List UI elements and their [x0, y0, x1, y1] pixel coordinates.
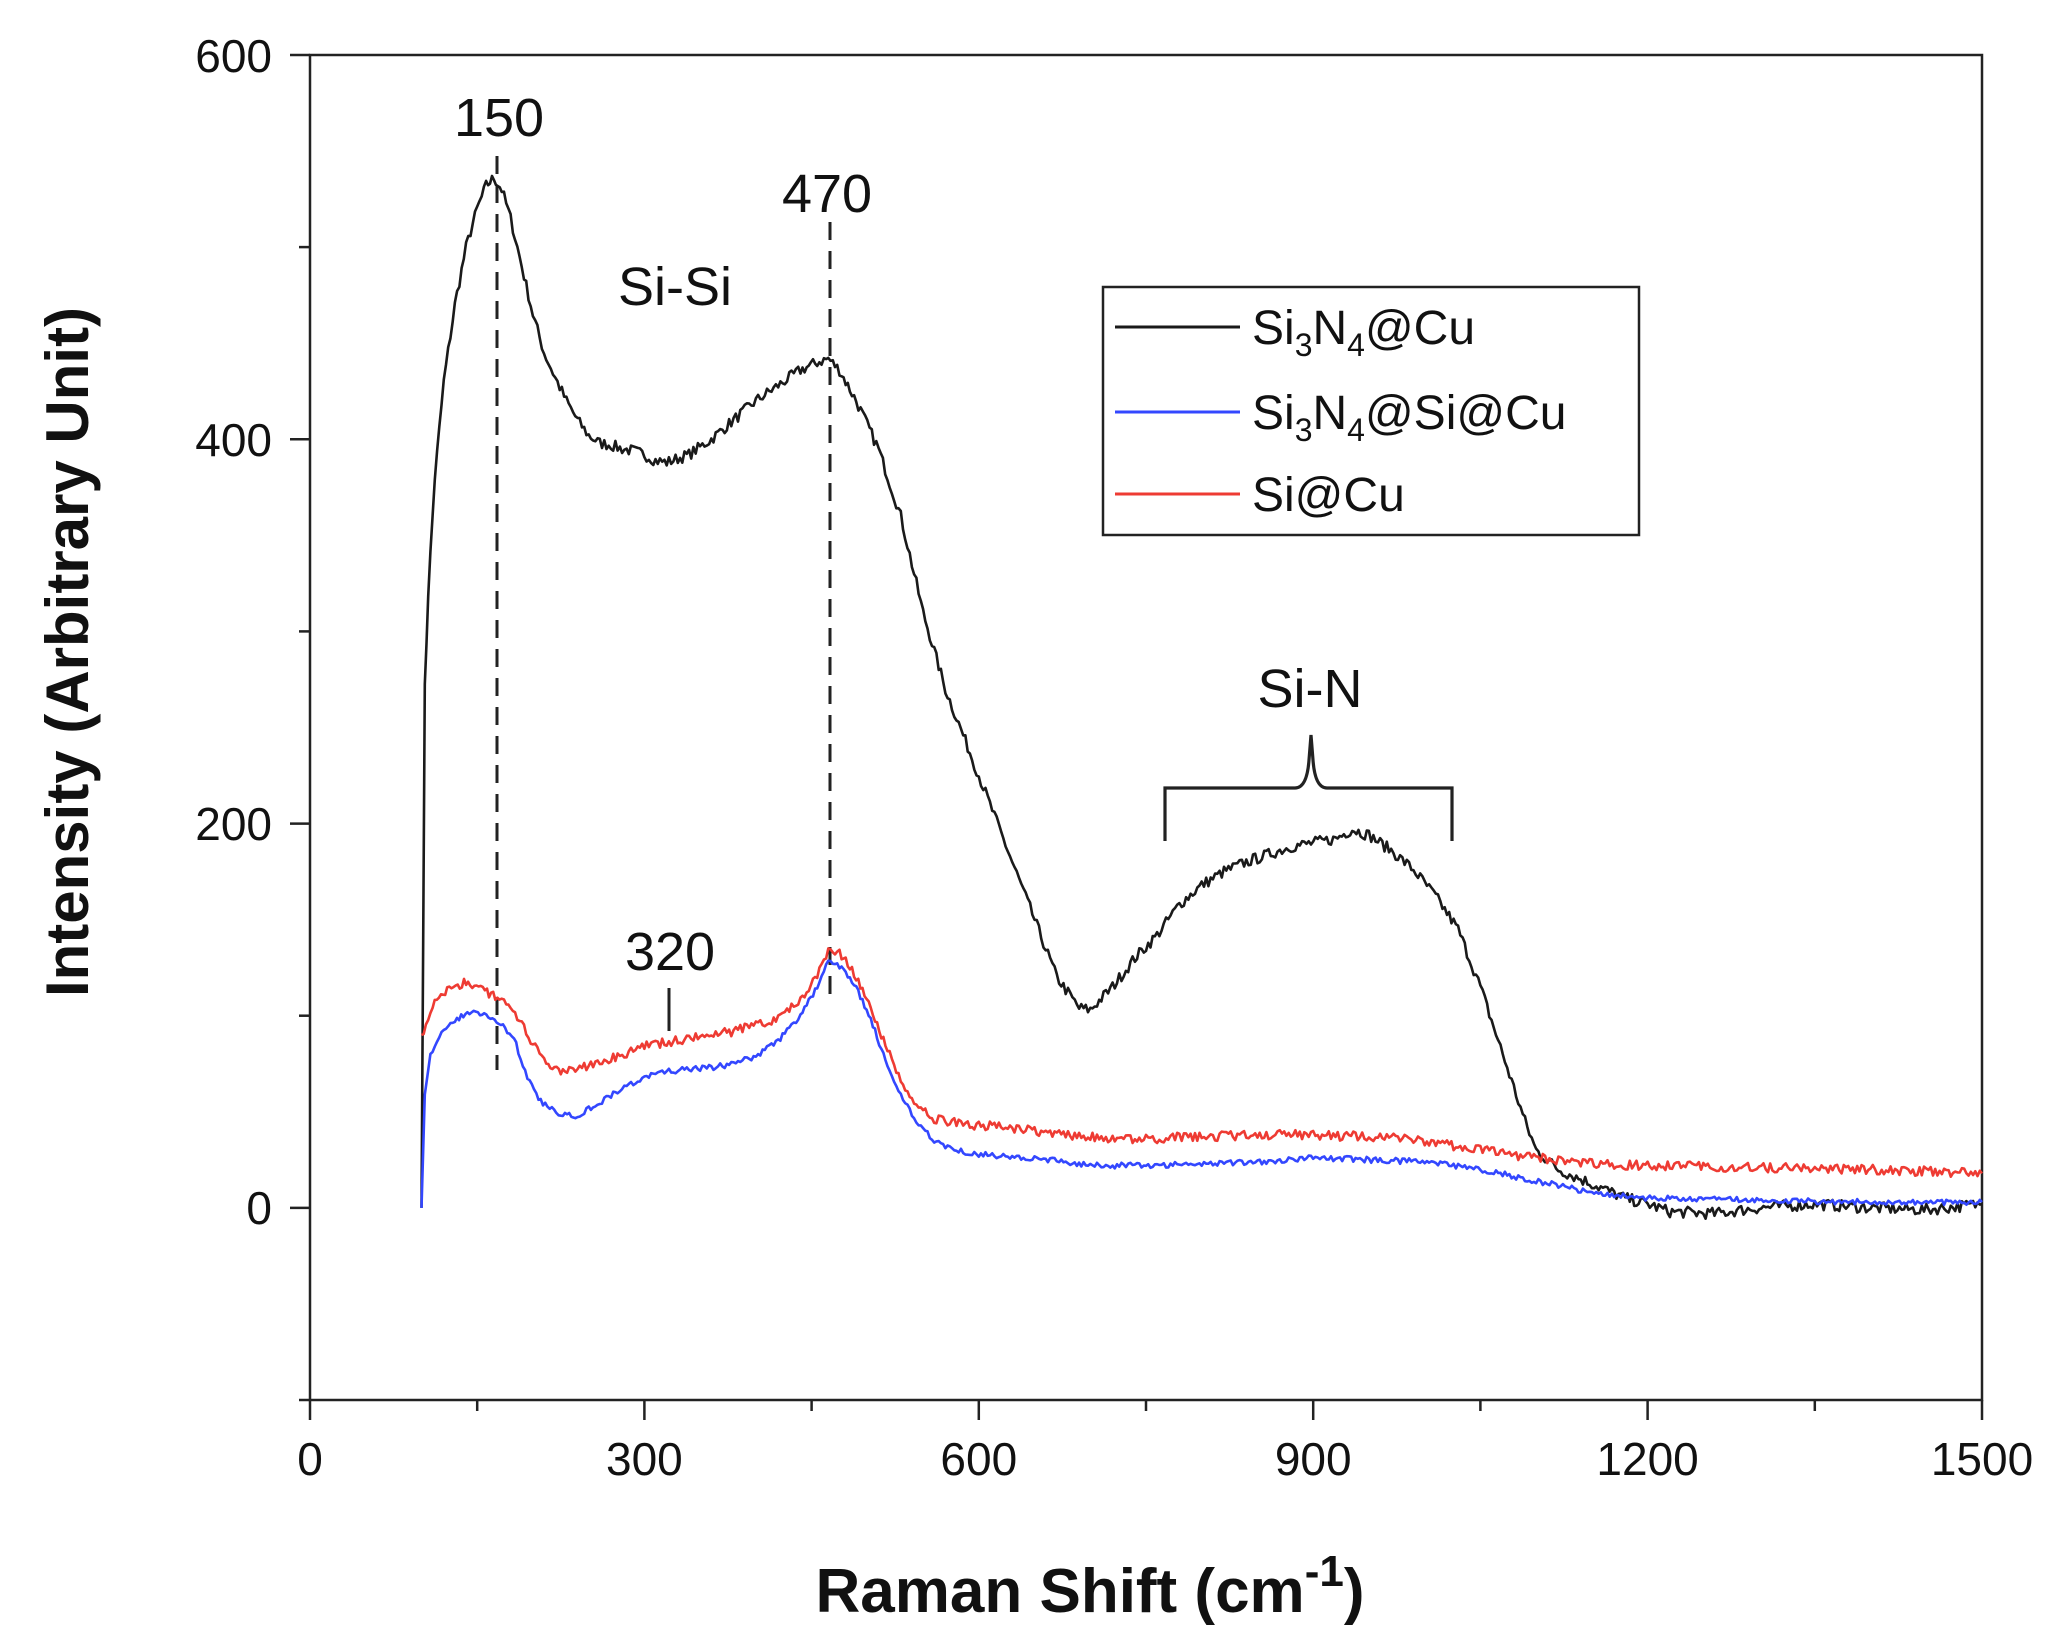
legend-label-si3n4-cu: Si3N4@Cu	[1252, 302, 1475, 363]
legend-label-part: N	[1312, 302, 1347, 355]
annotation-320: 320	[625, 922, 715, 982]
series-line-si3n4-si-cu	[420, 959, 1983, 1208]
annotation-470: 470	[782, 164, 872, 224]
x-axis-title: Raman Shift (cm-1)	[816, 1547, 1365, 1626]
series-group	[420, 174, 1983, 1220]
legend-label-sub: 3	[1295, 412, 1313, 448]
y-tick-labels: 0 200 400 600	[195, 30, 272, 1234]
annotation-si-n: Si-N	[1258, 659, 1363, 719]
x-tick-label: 300	[606, 1433, 683, 1485]
legend-label-sub: 3	[1295, 327, 1313, 363]
legend-label-sub: 4	[1347, 412, 1365, 448]
x-tick-label: 900	[1275, 1433, 1352, 1485]
y-axis-ticks	[290, 53, 310, 1402]
legend-label-part: @Si@Cu	[1365, 387, 1567, 440]
legend: Si3N4@Cu Si3N4@Si@Cu Si@Cu	[1101, 285, 1641, 537]
x-axis-ticks	[308, 1400, 1984, 1420]
legend-label-part: Si	[1252, 302, 1295, 355]
y-tick-label: 0	[246, 1182, 272, 1234]
legend-label-si3n4-si-cu: Si3N4@Si@Cu	[1252, 387, 1566, 448]
x-axis-title-sup: -1	[1305, 1547, 1344, 1596]
y-tick-label: 600	[195, 30, 272, 82]
x-tick-label: 1200	[1596, 1433, 1698, 1485]
annotation-150: 150	[454, 88, 544, 148]
x-axis-title-main: Raman Shift (cm	[816, 1557, 1305, 1626]
y-tick-label: 400	[195, 414, 272, 466]
x-tick-label: 1500	[1931, 1433, 2033, 1485]
legend-label-part: Si	[1252, 387, 1295, 440]
annotation-si-si: Si-Si	[618, 257, 732, 317]
legend-label-part: @Cu	[1365, 302, 1475, 355]
legend-label-part: Si@Cu	[1252, 469, 1405, 522]
x-tick-label: 0	[297, 1433, 323, 1485]
legend-label-si-cu: Si@Cu	[1252, 469, 1405, 522]
series-line-si-cu	[420, 947, 1983, 1178]
si-n-brace	[1163, 734, 1454, 841]
x-tick-label: 600	[940, 1433, 1017, 1485]
legend-label-part: N	[1312, 387, 1347, 440]
y-axis-title: Intensity (Arbitrary Unit)	[34, 307, 101, 997]
series-line-si3n4-cu	[420, 174, 1983, 1220]
legend-label-sub: 4	[1347, 327, 1365, 363]
x-axis-title-close: )	[1344, 1557, 1365, 1626]
x-tick-labels: 0 300 600 900 1200 1500	[297, 1433, 2033, 1485]
y-tick-label: 200	[195, 798, 272, 850]
